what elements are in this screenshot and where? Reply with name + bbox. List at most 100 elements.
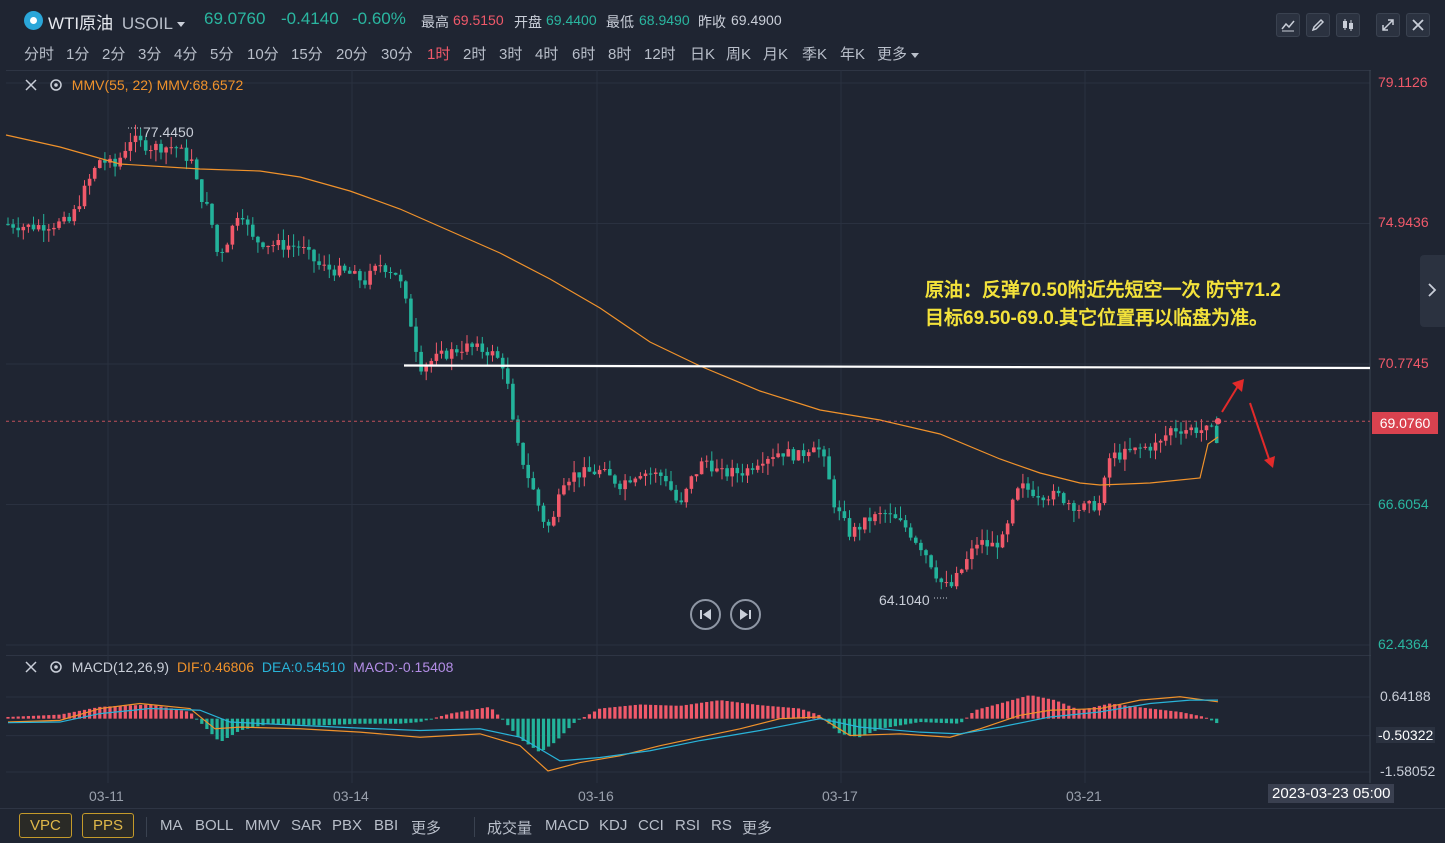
candle (857, 523, 862, 541)
macd-bar (837, 718, 841, 734)
sub-indicator-0[interactable]: 成交量 (487, 820, 533, 837)
fullscreen-button[interactable] (1376, 13, 1400, 37)
sub-indicator-2[interactable]: KDJ (599, 817, 628, 834)
candle (944, 570, 949, 587)
macd-bar (200, 718, 204, 724)
macd-bar (317, 718, 321, 726)
macd-bar (598, 708, 602, 719)
candle (562, 477, 566, 496)
macd-bar (735, 702, 739, 719)
sub-indicator-6[interactable]: 更多 (742, 820, 773, 837)
candle (541, 502, 546, 529)
cursor-date: 2023-03-23 05:00 (1268, 784, 1395, 803)
candle (618, 480, 622, 495)
timeframe-22[interactable]: 更多 (877, 43, 920, 64)
timeframe-1[interactable]: 1分 (66, 46, 90, 63)
timeframe-0[interactable]: 分时 (24, 46, 55, 63)
candle (47, 223, 51, 242)
toggle-vpc-button[interactable]: VPC (19, 813, 72, 838)
macd-bar (745, 703, 750, 719)
close-indicator-icon[interactable] (24, 78, 38, 92)
side-panel-toggle[interactable] (1420, 255, 1445, 327)
timeframe-2[interactable]: 2分 (102, 46, 126, 63)
close-button[interactable] (1406, 13, 1430, 37)
macd-bar (781, 707, 785, 719)
timeframe-20[interactable]: 季K (802, 46, 828, 63)
macd-bar (700, 702, 704, 719)
main-indicator-5[interactable]: BBI (374, 817, 399, 834)
main-indicator-4[interactable]: PBX (332, 817, 363, 834)
main-indicator-0[interactable]: MA (160, 817, 183, 834)
timeframe-17[interactable]: 日K (690, 46, 716, 63)
macd-bar (439, 715, 444, 719)
timeframe-8[interactable]: 20分 (336, 46, 368, 63)
symbol-selector[interactable]: WTI原油 USOIL (48, 9, 185, 34)
toggle-pps-button[interactable]: PPS (82, 813, 135, 838)
macd-bar (128, 705, 132, 719)
macd-settings-gear-icon[interactable] (48, 659, 64, 675)
settings-gear-icon[interactable] (48, 77, 64, 93)
timeframe-10[interactable]: 1时 (427, 46, 451, 63)
candle (934, 560, 938, 583)
draw-line-button[interactable] (1276, 13, 1300, 37)
timeframe-16[interactable]: 12时 (644, 46, 676, 63)
sub-indicator-4[interactable]: RSI (675, 817, 701, 834)
timeframe-14[interactable]: 6时 (572, 46, 596, 63)
macd-bar (144, 704, 148, 719)
macd-chart[interactable] (0, 655, 1445, 785)
candle-type-button[interactable] (1336, 13, 1360, 37)
candle (72, 204, 77, 226)
price-tick-4: 62.4364 (1378, 636, 1429, 652)
timeframe-15[interactable]: 8时 (608, 46, 632, 63)
timeframe-5[interactable]: 5分 (210, 46, 234, 63)
candle (689, 475, 694, 494)
macd-bar (1016, 698, 1020, 719)
scroll-right-button[interactable] (730, 599, 761, 630)
macd-bar (164, 707, 168, 719)
sub-indicator-5[interactable]: RS (711, 817, 732, 834)
macd-bar (286, 718, 291, 725)
macd-bar (960, 718, 964, 723)
macd-bar (1199, 716, 1203, 719)
candle (511, 378, 515, 421)
macd-bar (521, 718, 525, 742)
timeframe-7[interactable]: 15分 (291, 46, 323, 63)
timeframe-6[interactable]: 10分 (247, 46, 279, 63)
macd-bar (608, 707, 612, 719)
main-indicator-2[interactable]: MMV (245, 817, 280, 834)
candle (679, 492, 683, 505)
main-chart[interactable]: 77.4450 64.1040 (0, 70, 1445, 655)
macd-bar (343, 718, 347, 725)
timeframe-11[interactable]: 2时 (463, 46, 487, 63)
timeframe-18[interactable]: 周K (726, 46, 752, 63)
macd-bar (1143, 707, 1147, 719)
macd-bar (868, 718, 872, 734)
candle (342, 263, 347, 274)
macd-bar (756, 704, 760, 719)
candle (113, 153, 117, 177)
timeframe-13[interactable]: 4时 (535, 46, 559, 63)
candle (286, 234, 291, 258)
macd-bar (205, 718, 209, 730)
candle (1209, 423, 1214, 428)
timeframe-9[interactable]: 30分 (381, 46, 413, 63)
main-indicator-6[interactable]: 更多 (411, 820, 442, 837)
sub-indicator-1[interactable]: MACD (545, 817, 590, 834)
close-macd-icon[interactable] (24, 660, 38, 674)
candle (439, 341, 444, 359)
timeframe-3[interactable]: 3分 (138, 46, 162, 63)
pen-tool-button[interactable] (1306, 13, 1330, 37)
dea-line (7, 699, 1218, 762)
macd-bar (934, 718, 938, 723)
main-indicator-1[interactable]: BOLL (195, 817, 234, 834)
macd-bar (1215, 718, 1219, 724)
timeframe-4[interactable]: 4分 (174, 46, 198, 63)
scroll-left-button[interactable] (690, 599, 721, 630)
main-indicator-3[interactable]: SAR (291, 817, 322, 834)
macd-bar (195, 718, 199, 720)
macd-bar (909, 718, 913, 724)
sub-indicator-3[interactable]: CCI (638, 817, 664, 834)
timeframe-12[interactable]: 3时 (499, 46, 523, 63)
timeframe-19[interactable]: 月K (763, 46, 789, 63)
timeframe-21[interactable]: 年K (840, 46, 866, 63)
